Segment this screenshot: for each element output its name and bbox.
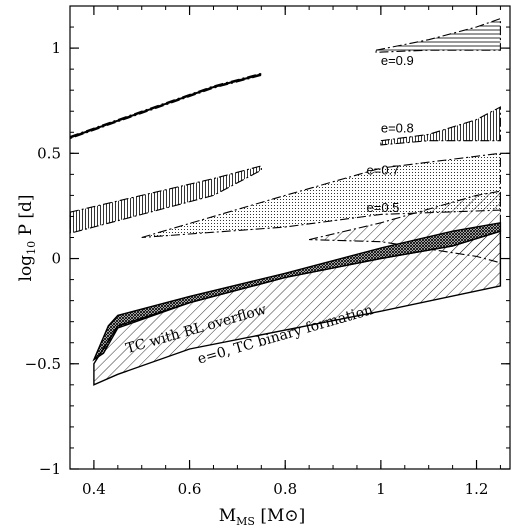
annotation-label: e=0.9: [381, 53, 414, 68]
region-7: [93, 230, 502, 386]
regions: [69, 17, 502, 386]
region-4: [141, 152, 501, 239]
y-tick-label: −1: [39, 460, 61, 478]
y-tick-label: 1: [51, 39, 61, 57]
annotation-label: e=0.5: [367, 200, 400, 215]
x-axis-label: MMS [M⊙]: [219, 506, 306, 528]
region-1: [375, 17, 501, 53]
x-tick-label: 1.2: [465, 480, 489, 498]
x-tick-label: 1: [376, 480, 386, 498]
annotation-label: e=0.7: [367, 162, 400, 177]
y-tick-label: −0.5: [25, 355, 61, 373]
x-tick-label: 0.6: [178, 480, 202, 498]
y-tick-label: 0: [51, 250, 61, 268]
x-tick-label: 0.4: [82, 480, 106, 498]
x-tick-label: 0.8: [273, 480, 297, 498]
axes: 0.4 0.6 0.8 1 1.2 −1 −0.5 0 0.5 1: [25, 5, 511, 498]
annotation-label: e=0.8: [381, 120, 414, 135]
y-axis-label: log10 P [d]: [16, 195, 38, 282]
region-2: [69, 165, 262, 235]
region-3: [380, 106, 501, 146]
y-tick-label: 0.5: [37, 144, 61, 162]
region-0: [69, 72, 262, 140]
